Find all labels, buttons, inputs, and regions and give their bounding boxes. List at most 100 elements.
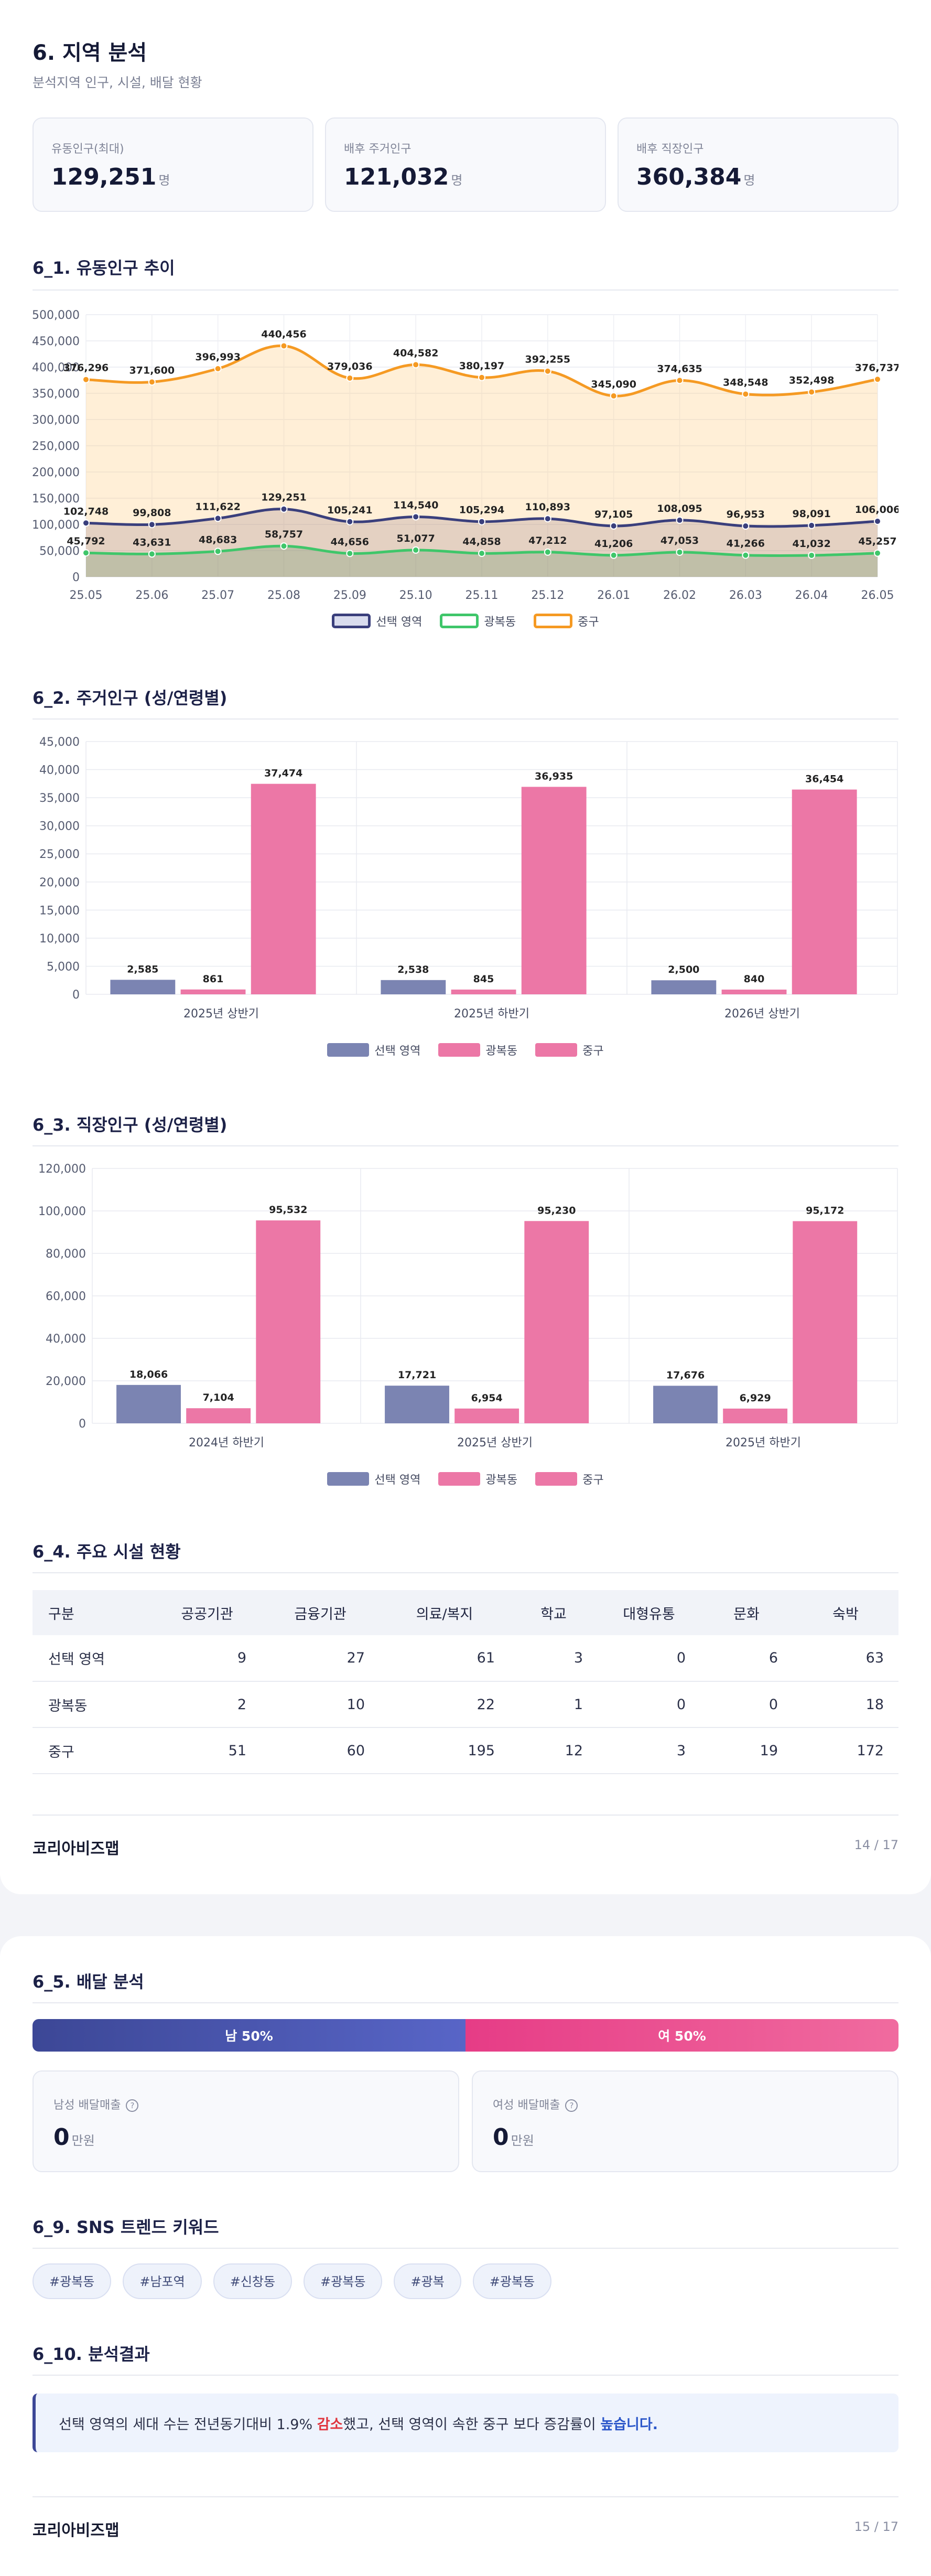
y-tick-label: 120,000	[38, 1163, 86, 1176]
line-chart-legend: 선택 영역 광복동 중구	[0, 613, 931, 629]
data-point	[676, 377, 684, 384]
data-label: 96,953	[727, 509, 765, 520]
data-point	[808, 388, 816, 396]
bar	[792, 789, 857, 994]
keyword-tag[interactable]: #광복동	[304, 2263, 383, 2299]
data-point	[346, 518, 354, 525]
y-tick-label: 300,000	[33, 414, 80, 427]
data-label: 36,935	[535, 770, 573, 782]
data-label: 2,500	[668, 964, 699, 975]
male-delivery-card: 남성 배달매출? 0 만원	[33, 2070, 459, 2172]
data-label: 6,954	[471, 1392, 503, 1404]
bar	[385, 1386, 449, 1423]
data-point	[82, 519, 90, 527]
data-point	[544, 367, 551, 375]
x-tick-label: 25.11	[465, 589, 499, 602]
y-tick-label: 80,000	[46, 1248, 86, 1261]
column-header: 구분	[33, 1590, 153, 1635]
data-label: 371,600	[129, 364, 175, 376]
y-tick-label: 450,000	[33, 335, 80, 348]
data-point	[544, 515, 551, 523]
x-tick-label: 26.02	[663, 589, 696, 602]
data-point	[412, 361, 420, 369]
y-tick-label: 100,000	[38, 1205, 86, 1218]
table-row: 중구 51 60 195 12 3 19 172	[33, 1727, 898, 1774]
data-label: 105,294	[459, 505, 505, 516]
info-icon[interactable]: ?	[126, 2099, 139, 2112]
column-header: 금융기관	[261, 1590, 380, 1635]
x-tick-label: 2026년 상반기	[724, 1007, 800, 1021]
card-value: 0 만원	[493, 2124, 534, 2151]
column-header: 공공기관	[153, 1590, 261, 1635]
data-point	[874, 517, 881, 525]
y-tick-label: 20,000	[39, 876, 80, 889]
delivery-gender-bar: 남 50% 여 50%	[33, 2019, 898, 2052]
report-page-14: 6. 지역 분석 분석지역 인구, 시설, 배달 현황 유동인구(최대) 129…	[0, 0, 931, 1894]
section-divider	[33, 2002, 898, 2003]
floating-pop-line-chart: 500,000 450,000 400,000 350,000 300,000 250,0…	[33, 309, 898, 602]
data-point	[280, 542, 288, 550]
bar	[381, 980, 446, 994]
x-tick-label: 25.08	[267, 589, 300, 602]
data-label: 2,538	[397, 964, 429, 975]
y-tick-label: 500,000	[33, 309, 80, 322]
keyword-tag[interactable]: #신창동	[213, 2263, 293, 2299]
card-label: 여성 배달매출?	[493, 2096, 578, 2112]
legend-item-gu: 중구	[535, 1042, 604, 1058]
keyword-tag[interactable]: #광복	[394, 2263, 461, 2299]
x-tick-label: 25.12	[531, 589, 564, 602]
female-share-segment: 여 50%	[465, 2019, 898, 2052]
data-label: 376,296	[63, 362, 109, 374]
data-point	[82, 375, 90, 383]
bar	[110, 980, 176, 994]
legend-item-selected: 선택 영역	[327, 1471, 420, 1487]
table-cell: 6	[700, 1635, 793, 1682]
y-tick-label: 25,000	[39, 848, 80, 861]
data-label: 404,582	[393, 347, 439, 359]
data-point	[214, 548, 222, 555]
table-cell: 27	[261, 1635, 380, 1682]
table-cell: 51	[153, 1727, 261, 1774]
card-value: 0 만원	[53, 2124, 95, 2151]
table-cell: 0	[598, 1681, 700, 1728]
legend-swatch	[534, 614, 573, 628]
table-cell: 2	[153, 1681, 261, 1728]
y-tick-label: 45,000	[39, 736, 80, 749]
legend-swatch	[438, 1472, 481, 1486]
column-header: 대형유통	[598, 1590, 700, 1635]
keyword-tag[interactable]: #광복동	[472, 2263, 552, 2299]
data-point	[610, 522, 618, 530]
data-label: 45,257	[858, 536, 896, 548]
data-label: 97,105	[594, 509, 633, 520]
data-point	[346, 550, 354, 557]
card-label: 남성 배달매출?	[53, 2096, 139, 2112]
table-cell: 19	[700, 1727, 793, 1774]
stat-card-value: 360,384 명	[636, 164, 755, 190]
info-icon[interactable]: ?	[565, 2099, 578, 2112]
x-tick-label: 2024년 하반기	[189, 1436, 264, 1450]
data-point	[742, 390, 750, 398]
section-divider	[33, 718, 898, 720]
data-point	[214, 365, 222, 373]
data-point	[412, 546, 420, 554]
data-point	[82, 549, 90, 557]
data-label: 95,172	[806, 1205, 844, 1217]
legend-label: 선택 영역	[374, 1045, 421, 1058]
section-title-sns: 6_9. SNS 트렌드 키워드	[33, 2217, 219, 2237]
data-label: 95,532	[269, 1204, 307, 1216]
keyword-tag[interactable]: #광복동	[33, 2263, 112, 2299]
keyword-tag[interactable]: #남포역	[123, 2263, 202, 2299]
data-label: 37,474	[264, 768, 302, 779]
bar	[721, 990, 787, 994]
data-label: 105,241	[327, 505, 373, 516]
table-cell: 195	[380, 1727, 510, 1774]
section-divider	[33, 1572, 898, 1573]
y-tick-label: 100,000	[33, 519, 80, 532]
table-cell: 광복동	[33, 1681, 153, 1728]
table-cell: 9	[153, 1635, 261, 1682]
legend-item-dong: 광복동	[438, 1471, 517, 1487]
data-point	[874, 549, 881, 557]
x-tick-label: 25.09	[333, 589, 366, 602]
bar	[256, 1220, 321, 1423]
x-tick-label: 2025년 하반기	[726, 1436, 801, 1450]
